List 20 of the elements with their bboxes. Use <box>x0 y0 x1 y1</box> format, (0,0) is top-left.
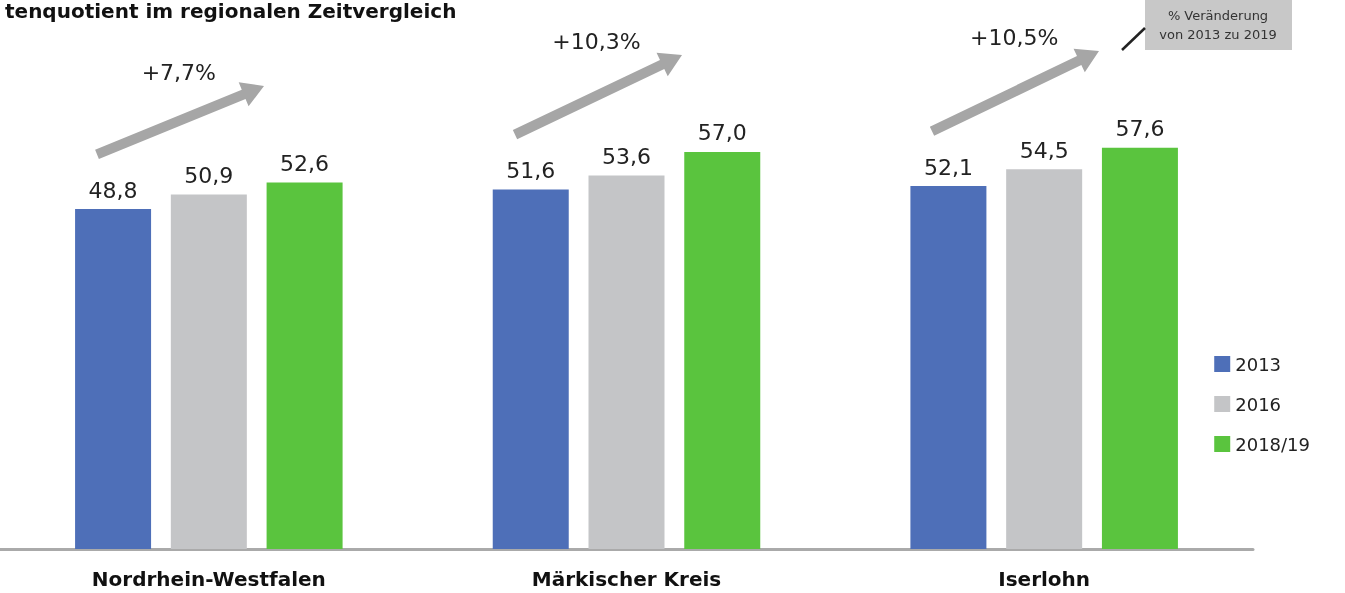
text: +10,3% <box>552 29 641 55</box>
x-tick-label: Märkischer Kreis <box>531 567 722 591</box>
chart-title: tenquotient im regionalen Zeitvergleich <box>5 0 457 23</box>
x-tick-label: Iserlohn <box>998 567 1091 591</box>
data-label: 50,9 <box>184 162 234 188</box>
data-label: 54,5 <box>1019 137 1069 163</box>
data-label: 48,8 <box>88 177 138 203</box>
legend-label: 2016 <box>1235 393 1282 415</box>
text: +7,7% <box>141 60 216 86</box>
x-tick-label: Nordrhein-Westfalen <box>91 567 326 591</box>
data-label: 51,6 <box>506 158 556 184</box>
legend-label: 2013 <box>1235 353 1282 375</box>
text: +10,5% <box>970 25 1059 51</box>
data-label: 52,1 <box>923 154 973 180</box>
legend-label: 2018/19 <box>1235 433 1310 455</box>
data-label: 52,6 <box>280 151 330 177</box>
data-label: 57,0 <box>697 120 747 146</box>
data-label: 57,6 <box>1115 116 1165 142</box>
text: % Veränderung von 2013 zu 2019 <box>1159 8 1277 42</box>
data-label: 53,6 <box>602 144 651 170</box>
